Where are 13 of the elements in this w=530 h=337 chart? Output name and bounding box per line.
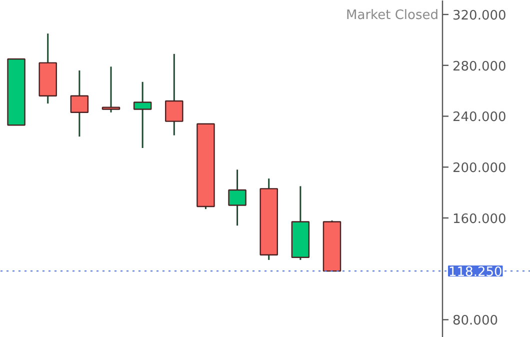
y-tick-label: 160.000 [452,212,506,227]
y-tick-label: 280.000 [452,59,506,74]
y-tick-label: 240.000 [452,110,506,126]
y-tick-label: 80.000 [452,314,498,329]
candlestick [165,53,184,136]
candlestick [70,70,89,138]
candlestick [102,66,120,114]
annotation: Market Closed [346,8,439,23]
candlestick [228,168,246,226]
y-tick-label: 200.000 [452,161,506,176]
candlestick [133,81,152,149]
ref-line-label: 118.250 [448,265,502,280]
y-tick-label: 320.000 [452,8,506,24]
